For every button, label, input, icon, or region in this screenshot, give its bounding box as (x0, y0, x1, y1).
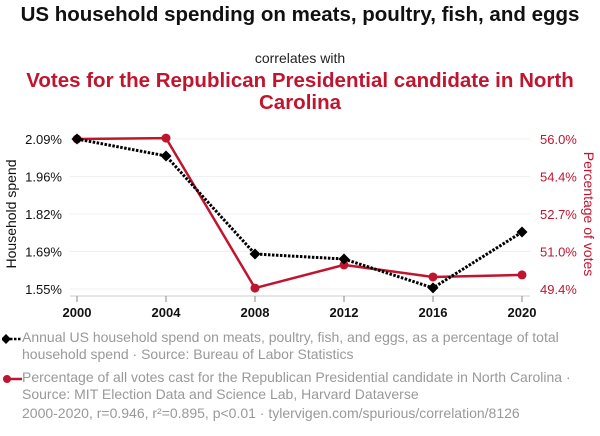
chart-title-series1: US household spending on meats, poultry,… (20, 3, 580, 26)
votes-point (428, 272, 438, 282)
votes-point (161, 133, 171, 143)
legend-circle-icon (3, 375, 22, 383)
x-tick-label: 2000 (63, 305, 92, 320)
x-tick-label: 2004 (152, 305, 182, 320)
left-tick-label: 1.55% (25, 282, 62, 297)
right-tick-label: 49.4% (540, 282, 577, 297)
left-tick-label: 1.69% (25, 245, 62, 260)
right-axis-label: Percentage of votes (581, 152, 597, 277)
votes-point (517, 270, 527, 280)
legend-text-votes: Percentage of all votes cast for the Rep… (22, 369, 571, 402)
right-tick-label: 51.0% (540, 245, 577, 260)
x-tick-label: 2020 (508, 305, 537, 320)
right-tick-label: 52.7% (540, 207, 577, 222)
legend-text-household-spend: Annual US household spend on meats, poul… (22, 329, 559, 362)
chart-title-connector: correlates with (254, 50, 346, 66)
household-spend-point (427, 282, 439, 294)
chart-title-series2: Votes for the Republican Presidential ca… (26, 69, 574, 114)
legend-item-household-spend: Annual US household spend on meats, poul… (2, 329, 592, 363)
left-tick-label: 1.96% (25, 170, 62, 185)
votes-point (339, 260, 349, 270)
legend-item-votes: Percentage of all votes cast for the Rep… (3, 369, 592, 403)
left-tick-label: 2.09% (25, 132, 62, 147)
gridlines (70, 138, 530, 290)
footer-stats: 2000-2020, r=0.946, r²=0.895, p<0.01 · t… (22, 405, 520, 421)
left-axis-label: Household spend (3, 160, 19, 269)
left-tick-label: 1.82% (25, 207, 62, 222)
household-spend-point (160, 150, 172, 162)
x-tick-label: 2008 (241, 305, 270, 320)
household-spend-line (76, 137, 523, 290)
household-spend-point (338, 253, 350, 265)
axes: 2.09% 56.0% 1.96% 54.4% 1.82% 52.7% 1.69% 51.0%… (25, 132, 577, 320)
legend-diamond-icon (2, 334, 22, 344)
series-lines (76, 136, 523, 290)
household-spend-point (516, 226, 528, 238)
right-tick-label: 56.0% (540, 132, 577, 147)
x-tick-label: 2012 (330, 305, 359, 320)
right-tick-label: 54.4% (540, 170, 577, 185)
household-spend-point (249, 248, 261, 260)
series-markers (71, 133, 528, 294)
votes-point (250, 283, 260, 293)
x-tick-label: 2016 (419, 305, 448, 320)
votes-line (76, 136, 523, 290)
household-spend-point (71, 133, 83, 145)
